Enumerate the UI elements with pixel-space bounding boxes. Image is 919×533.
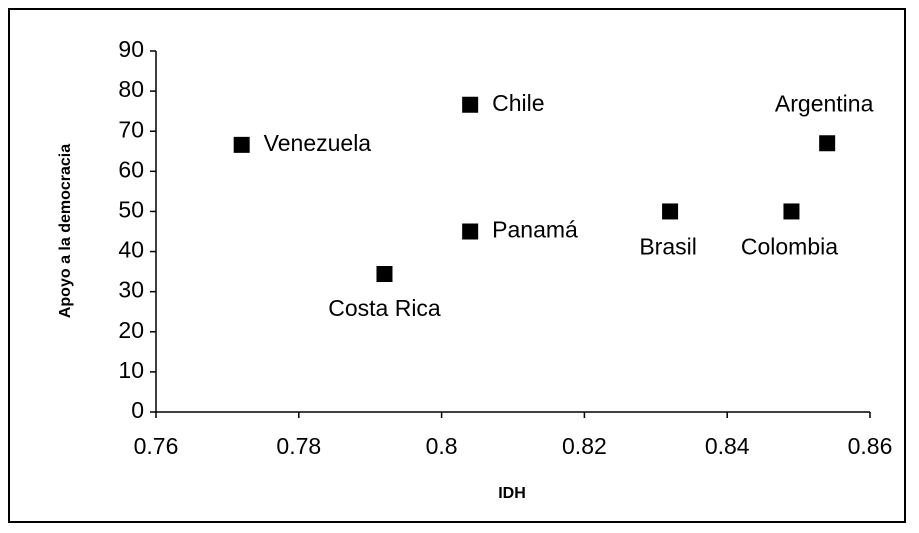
y-tick-label: 50 xyxy=(118,197,144,223)
x-tick-label: 0.76 xyxy=(134,433,179,459)
x-tick-label: 0.86 xyxy=(848,433,893,459)
y-tick-label: 80 xyxy=(118,76,144,102)
chart-frame xyxy=(8,8,906,523)
y-tick-label: 10 xyxy=(118,357,144,383)
point-label: Panamá xyxy=(492,217,578,243)
y-tick-label: 30 xyxy=(118,277,144,303)
y-tick-label: 90 xyxy=(118,36,144,62)
point-label: Colombia xyxy=(741,234,838,260)
y-tick-label: 70 xyxy=(118,116,144,142)
x-tick-label: 0.82 xyxy=(562,433,607,459)
point-label: Costa Rica xyxy=(328,295,441,321)
marker xyxy=(376,266,393,283)
marker xyxy=(233,136,250,153)
x-tick-label: 0.84 xyxy=(705,433,750,459)
point-label: Argentina xyxy=(775,90,874,116)
marker xyxy=(783,203,800,220)
y-tick-label: 60 xyxy=(118,156,144,182)
point-label: Venezuela xyxy=(264,130,372,156)
y-tick-label: 40 xyxy=(118,237,144,263)
x-tick-label: 0.8 xyxy=(426,433,458,459)
y-axis-title: Apoyo a la democracia xyxy=(57,144,74,318)
y-tick-label: 20 xyxy=(118,317,144,343)
marker xyxy=(462,223,479,240)
y-tick-label: 0 xyxy=(131,397,144,423)
x-axis-title: IDH xyxy=(498,485,526,502)
marker xyxy=(819,135,836,152)
marker xyxy=(462,96,479,113)
marker xyxy=(662,203,679,220)
point-label: Chile xyxy=(492,90,544,116)
x-tick-label: 0.78 xyxy=(276,433,321,459)
point-label: Brasil xyxy=(639,234,697,260)
